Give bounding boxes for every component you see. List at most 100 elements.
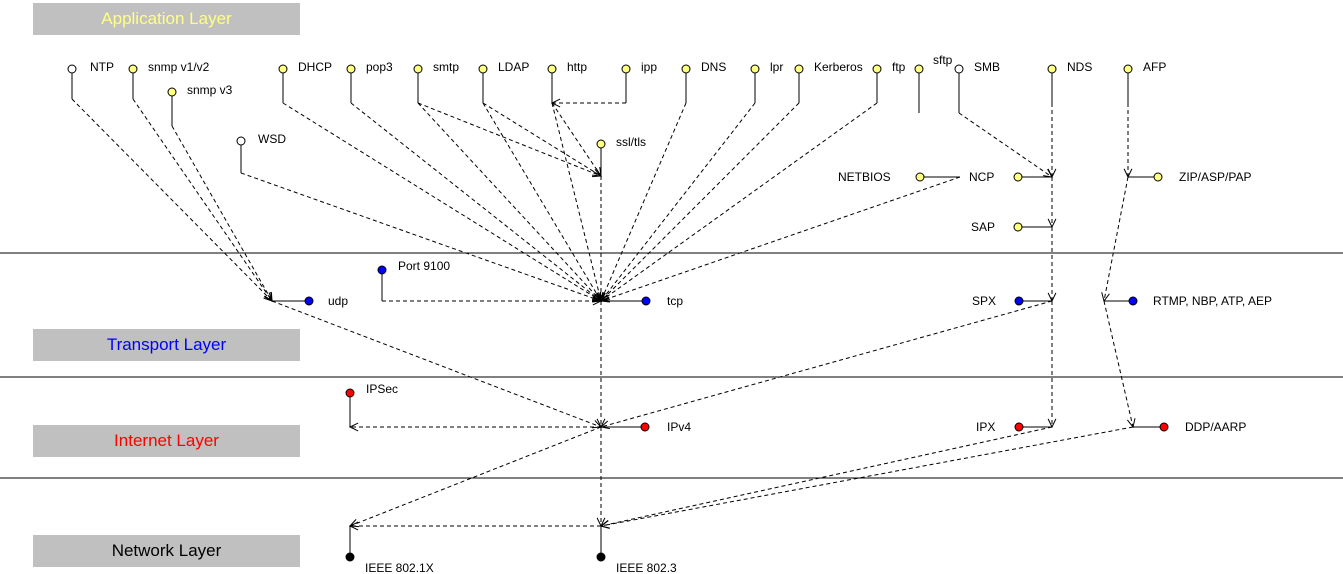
node-ldap: LDAP <box>478 60 529 103</box>
node-wsd: WSD <box>236 132 286 173</box>
node-zip-label: ZIP/ASP/PAP <box>1179 170 1251 184</box>
node-sap: SAP <box>971 220 1052 234</box>
application-layer-label: Application Layer <box>33 3 300 35</box>
node-smb: SMB <box>954 60 1000 113</box>
node-wsd-dot <box>236 136 246 146</box>
node-tcp-dot <box>641 296 651 306</box>
node-netbios: NETBIOS <box>838 170 960 184</box>
node-spx-dot <box>1014 296 1024 306</box>
edge-nds-ncp <box>1047 103 1057 179</box>
node-zip: ZIP/ASP/PAP <box>1128 170 1251 184</box>
node-ieee8021x-dot <box>345 552 355 562</box>
node-spx: SPX <box>972 294 1052 308</box>
node-kerberos: Kerberos <box>794 60 863 103</box>
node-ipp-label: ipp <box>641 60 657 74</box>
node-ipx-dot <box>1014 422 1024 432</box>
node-ieee8023-label: IEEE 802.3 <box>616 561 677 574</box>
edge-ipv4-ieee8021x <box>348 426 602 528</box>
node-afp-dot <box>1123 64 1133 74</box>
node-ssltls-dot <box>596 139 606 149</box>
node-ddp-label: DDP/AARP <box>1185 420 1246 434</box>
edge-spx-ipv4 <box>599 300 1053 430</box>
edge-ncp-sap <box>1047 177 1057 229</box>
node-kerberos-label: Kerberos <box>814 60 863 74</box>
node-dns-label: DNS <box>701 60 726 74</box>
edge-ipp-http <box>550 98 626 108</box>
node-smb-dot <box>954 64 964 74</box>
node-ftp-dot <box>872 64 882 74</box>
node-ipp-dot <box>621 64 631 74</box>
internet-layer-label: Internet Layer <box>33 425 300 457</box>
network-layer-label: Network Layer <box>33 535 300 567</box>
edge-smtp-ssltls <box>417 102 603 178</box>
node-udp-dot <box>304 296 314 306</box>
node-ldap-label: LDAP <box>498 60 529 74</box>
node-udp-label: udp <box>328 294 348 308</box>
edges-layer <box>71 98 1136 531</box>
node-ieee8021x-label: IEEE 802.1X <box>365 561 434 574</box>
edge-afp-zip <box>1123 103 1133 179</box>
edge-ssltls-tcp <box>596 176 606 303</box>
edge-ieee8023-ieee8021x <box>348 521 601 531</box>
node-tcp: tcp <box>601 294 683 308</box>
node-nds-label: NDS <box>1067 60 1092 74</box>
node-ddp: DDP/AARP <box>1133 420 1246 434</box>
node-http-dot <box>547 64 557 74</box>
edge-zip-rtmp <box>1101 176 1129 303</box>
node-dhcp-dot <box>278 64 288 74</box>
node-snmp3: snmp v3 <box>167 83 233 126</box>
edge-smb-ncp <box>958 112 1053 178</box>
node-ipx: IPX <box>976 420 1052 434</box>
node-snmp12-label: snmp v1/v2 <box>148 60 210 74</box>
node-lpr-label: lpr <box>770 60 783 74</box>
node-sap-dot <box>1013 222 1023 232</box>
edge-lpr-tcp <box>600 102 756 302</box>
node-netbios-label: NETBIOS <box>838 170 891 184</box>
nodes-layer: NTP snmp v1/v2 snmp v3 WSD DHCP pop3 smtp LDAP h… <box>67 53 1272 574</box>
edge-dns-tcp <box>600 102 687 303</box>
node-ipv4-label: IPv4 <box>667 420 691 434</box>
node-ieee8023-dot <box>596 552 606 562</box>
node-dns-dot <box>681 64 691 74</box>
node-ntp: NTP <box>67 60 114 99</box>
edge-spx-ipx <box>1047 301 1057 429</box>
node-smtp-dot <box>413 64 423 74</box>
node-ddp-dot <box>1159 422 1169 432</box>
edge-rtmp-ddp <box>1103 300 1136 429</box>
node-ftp: ftp <box>872 60 906 103</box>
node-snmp3-dot <box>167 87 177 97</box>
node-ldap-dot <box>478 64 488 74</box>
node-ssltls-label: ssl/tls <box>616 135 646 149</box>
node-rtmp-dot <box>1128 296 1138 306</box>
node-lpr-dot <box>750 64 760 74</box>
edge-ipv4-ipsec <box>348 422 601 432</box>
node-netbios-dot <box>915 172 925 182</box>
node-sftp-label: sftp <box>933 53 953 67</box>
node-nds: NDS <box>1047 60 1092 103</box>
node-dhcp: DHCP <box>278 60 332 103</box>
node-udp: udp <box>272 294 348 308</box>
node-pop3-dot <box>346 64 356 74</box>
node-sap-label: SAP <box>971 220 995 234</box>
node-pop3-label: pop3 <box>366 60 393 74</box>
node-ipv4: IPv4 <box>601 420 691 434</box>
edge-sap-spx <box>1047 227 1057 303</box>
node-ipp: ipp <box>621 60 657 103</box>
node-ntp-label: NTP <box>90 60 114 74</box>
node-afp-label: AFP <box>1143 60 1166 74</box>
edge-ldap-ssltls <box>482 102 602 177</box>
edge-ipv4-ieee8023 <box>596 427 606 528</box>
node-ipsec: IPSec <box>345 382 398 427</box>
node-wsd-label: WSD <box>258 132 286 146</box>
edge-snmp12-udp <box>132 98 273 302</box>
node-ipsec-dot <box>345 388 355 398</box>
node-sftp: sftp <box>914 53 953 113</box>
node-port9100-dot <box>377 265 387 275</box>
node-smb-label: SMB <box>974 60 1000 74</box>
node-http-label: http <box>567 60 587 74</box>
edge-netbios-tcp <box>599 176 961 303</box>
edge-tcp-ipv4 <box>596 301 606 429</box>
node-rtmp-label: RTMP, NBP, ATP, AEP <box>1153 294 1272 308</box>
node-ncp-dot <box>1013 172 1023 182</box>
